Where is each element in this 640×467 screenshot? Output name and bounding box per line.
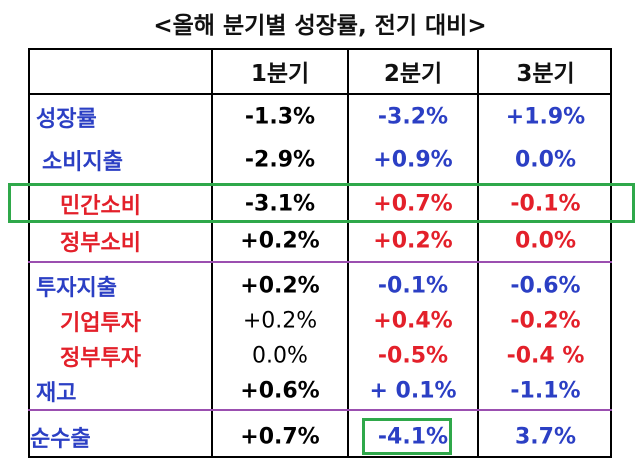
value-cell: +0.6% (240, 378, 320, 404)
value-cell: +0.2% (240, 273, 320, 299)
group-divider (28, 409, 612, 411)
value-cell: -2.9% (244, 147, 316, 173)
title: <올해 분기별 성장률, 전기 대비> (153, 13, 487, 39)
value-cell: -0.4 % (506, 343, 585, 369)
value-cell: -1.1% (510, 378, 581, 404)
row-label: 순수출 (30, 427, 91, 452)
column-header: 3분기 (516, 61, 575, 87)
table-frame (28, 48, 612, 458)
value-cell: -0.6% (510, 273, 581, 299)
row-label: 기업투자 (60, 311, 141, 336)
row-label: 재고 (36, 381, 77, 406)
value-cell: 0.0% (252, 343, 308, 369)
value-cell: -3.2% (377, 104, 449, 130)
value-cell: 0.0% (514, 228, 576, 254)
value-cell: +0.9% (373, 147, 453, 173)
row-label: 소비지출 (42, 150, 123, 175)
row-label: 정부투자 (60, 346, 141, 371)
group-divider (28, 261, 612, 263)
row-label: 민간소비 (60, 194, 141, 219)
highlight-cell (362, 418, 452, 455)
row-label: 성장률 (36, 107, 97, 132)
value-cell: -0.1% (377, 273, 449, 299)
row-label: 투자지출 (36, 276, 117, 301)
value-cell: +0.4% (373, 308, 453, 334)
value-cell: 0.0% (514, 147, 576, 173)
header-divider (28, 93, 612, 95)
value-cell: -1.3% (244, 104, 316, 130)
value-cell: -0.5% (377, 343, 449, 369)
highlight-row (8, 183, 635, 223)
value-cell: +0.7% (240, 424, 320, 450)
value-cell: -0.2% (510, 308, 581, 334)
column-divider (347, 48, 349, 458)
value-cell: +1.9% (505, 104, 586, 130)
value-cell: -0.1% (510, 191, 581, 217)
row-label: 정부소비 (60, 231, 141, 256)
value-cell: +0.2% (242, 308, 318, 334)
value-cell: + 0.1% (369, 378, 457, 404)
column-divider (211, 48, 213, 458)
column-divider (477, 48, 479, 458)
value-cell: +0.2% (240, 228, 320, 254)
value-cell: +0.2% (373, 228, 453, 254)
value-cell: -4.1% (377, 424, 449, 450)
value-cell: +0.7% (373, 191, 453, 217)
column-header: 2분기 (383, 61, 443, 87)
value-cell: -3.1% (244, 191, 316, 217)
column-header: 1분기 (250, 61, 310, 87)
value-cell: 3.7% (514, 424, 576, 450)
